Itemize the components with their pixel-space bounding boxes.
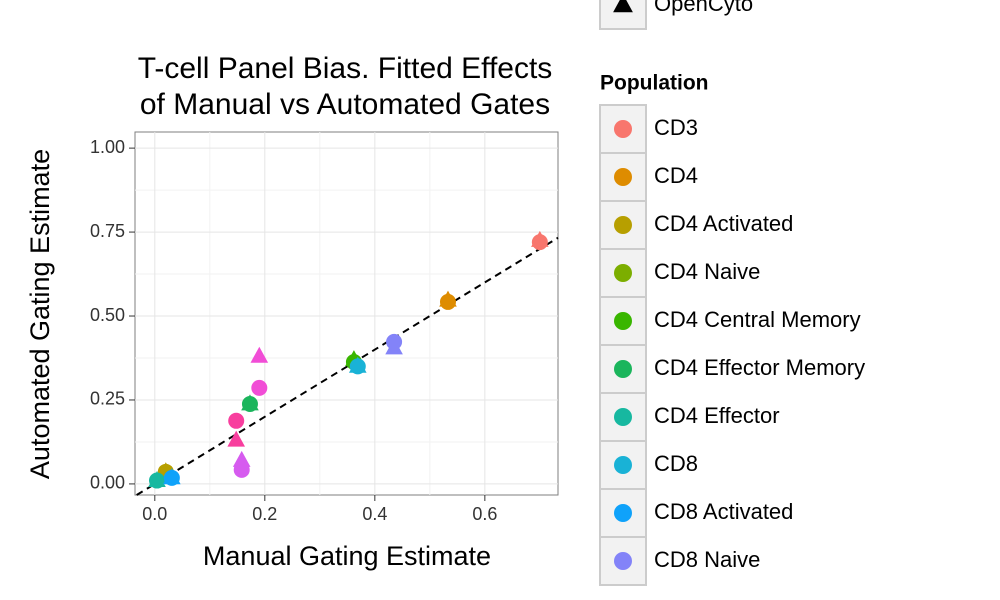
legend-label: CD4 Effector Memory	[654, 355, 865, 380]
legend-swatch	[614, 264, 632, 282]
point	[613, 0, 633, 13]
point	[385, 338, 403, 355]
legend-swatch	[614, 120, 632, 138]
legend-label: CD4	[654, 163, 698, 188]
point	[163, 468, 181, 485]
point	[439, 290, 457, 307]
legend-label: CD8	[654, 451, 698, 476]
y-tick-label: 0.00	[90, 473, 125, 493]
legend-label: CD4 Naive	[654, 259, 760, 284]
point	[241, 394, 259, 411]
point	[531, 230, 549, 247]
legend-swatch	[614, 168, 632, 186]
legend-swatch	[614, 456, 632, 474]
legend-label: CD4 Activated	[654, 211, 793, 236]
legend-label: CD8 Naive	[654, 547, 760, 572]
x-tick-label: 0.0	[142, 504, 167, 524]
point	[250, 346, 269, 363]
y-axis-label: Automated Gating Estimate	[25, 149, 55, 479]
legend-title: Population	[600, 72, 709, 95]
legend-key	[599, 0, 647, 30]
legend-label: OpenCyto	[654, 0, 753, 16]
x-tick-label: 0.2	[252, 504, 277, 524]
point	[148, 470, 166, 487]
point	[232, 450, 251, 467]
x-tick-label: 0.4	[362, 504, 387, 524]
legend-swatch	[614, 504, 632, 522]
legend-label: CD4 Central Memory	[654, 307, 861, 332]
y-tick-label: 0.25	[90, 389, 125, 409]
y-tick-label: 0.50	[90, 305, 125, 325]
chart-title: T-cell Panel Bias. Fitted Effects	[138, 52, 553, 85]
legend-swatch	[614, 552, 632, 570]
point	[251, 379, 268, 396]
plot-panel	[134, 131, 559, 496]
point	[348, 356, 367, 373]
legend-label: CD4 Effector	[654, 403, 780, 428]
legend-label: CD8 Activated	[654, 499, 793, 524]
y-tick-label: 0.75	[90, 221, 125, 241]
legend-swatch	[614, 216, 632, 234]
legend-swatch	[614, 312, 632, 330]
legend-swatch	[614, 408, 632, 426]
y-tick-label: 1.00	[90, 137, 125, 157]
x-tick-label: 0.6	[472, 504, 497, 524]
chart-title: of Manual vs Automated Gates	[140, 88, 550, 121]
point	[227, 430, 246, 447]
x-axis-label: Manual Gating Estimate	[203, 541, 491, 571]
legend-swatch	[614, 360, 632, 378]
point	[228, 412, 245, 429]
legend-label: CD3	[654, 115, 698, 140]
